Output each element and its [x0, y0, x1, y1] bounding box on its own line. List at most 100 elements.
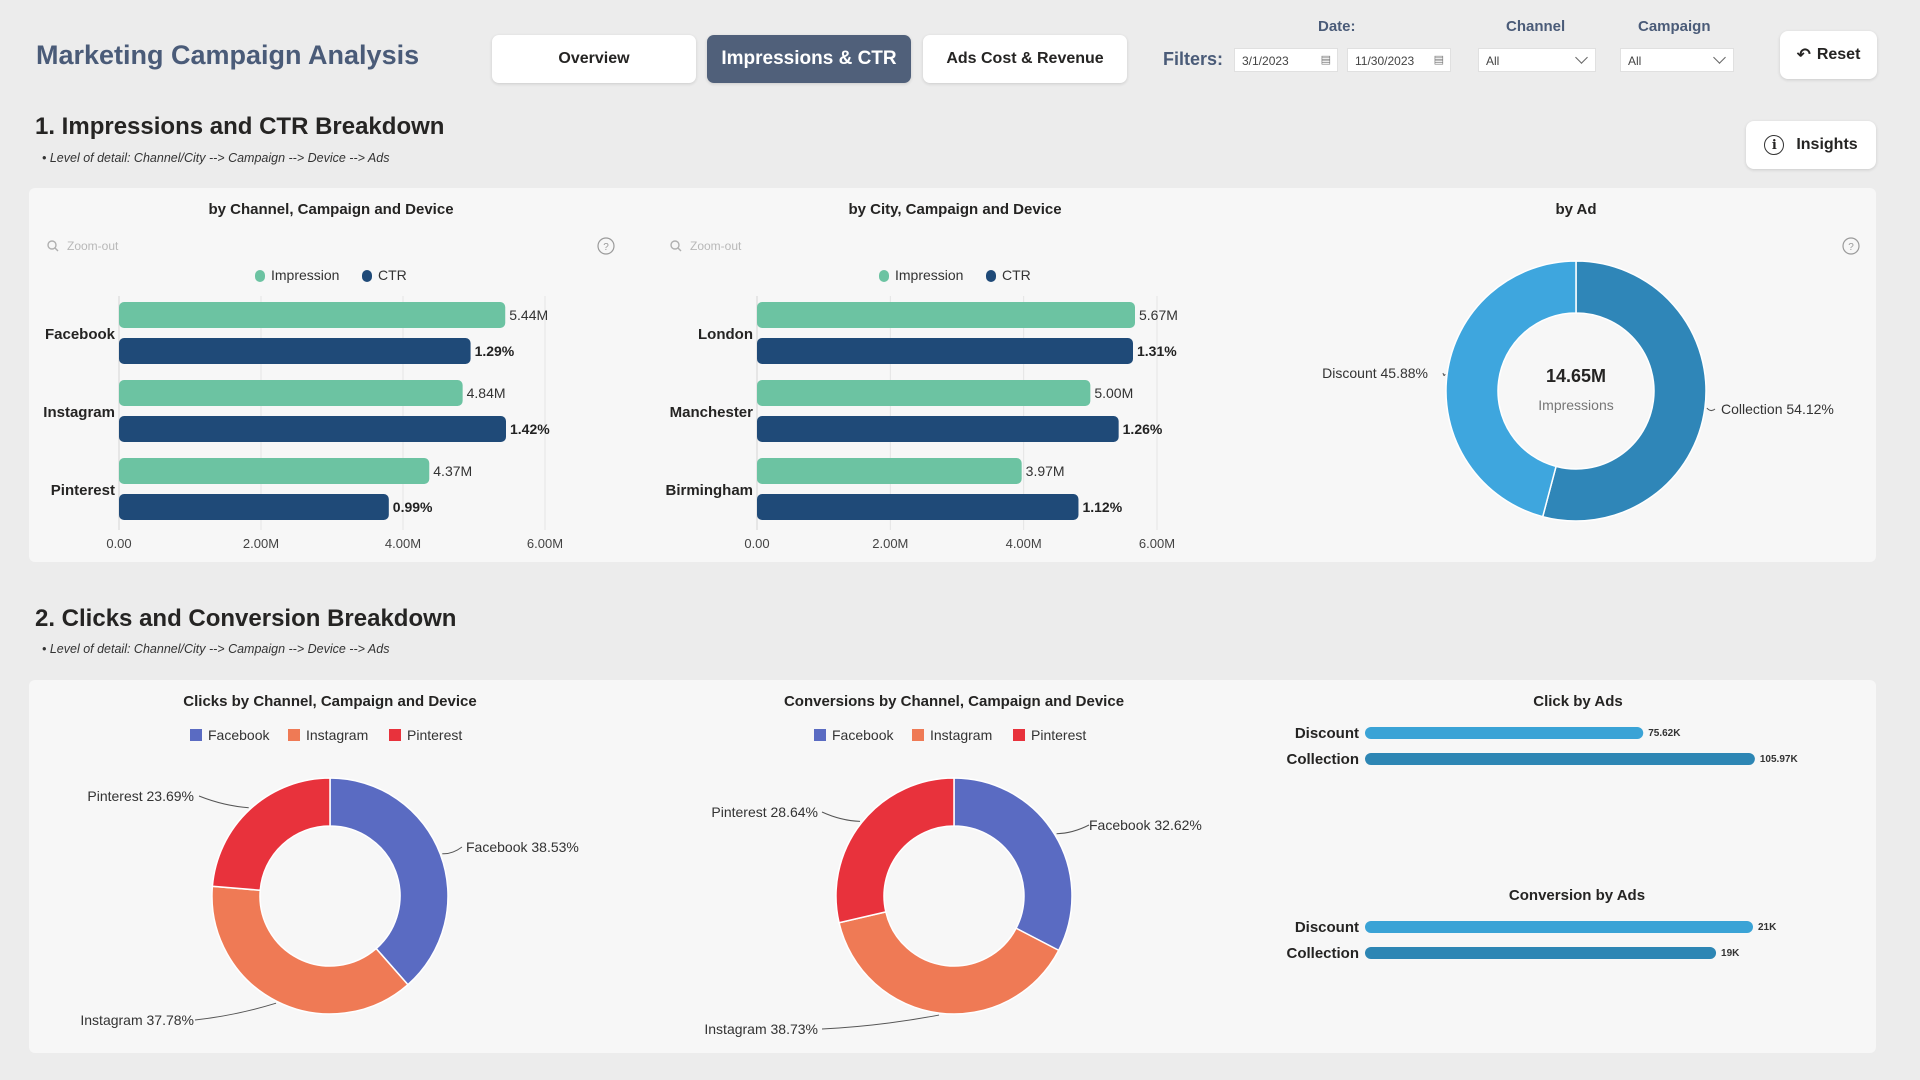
ctr-bar-birmingham[interactable]	[757, 494, 1079, 520]
bar-discount[interactable]	[1365, 921, 1753, 933]
undo-icon: ↶	[1796, 45, 1811, 64]
impression-bar-london[interactable]	[757, 302, 1135, 328]
click-by-ads-title: Click by Ads	[1533, 693, 1622, 710]
zoom-out-icon-handle	[54, 247, 59, 252]
date-end-input[interactable]: 11/30/2023 ▤	[1347, 48, 1451, 72]
impression-bar-facebook[interactable]	[119, 302, 506, 328]
campaign-select[interactable]: All	[1620, 48, 1734, 72]
leader-line	[821, 811, 861, 822]
ctr-bar-london[interactable]	[757, 338, 1133, 364]
channel-chart: by Channel, Campaign and Device Zoom-out…	[43, 201, 615, 551]
slice-facebook[interactable]	[953, 777, 1073, 952]
axis-tick-label: 2.00M	[872, 536, 908, 551]
ctr-data-label: 1.29%	[475, 343, 515, 359]
date-start-input[interactable]: 3/1/2023 ▤	[1234, 48, 1338, 72]
slice-label-pinterest: Pinterest 28.64%	[711, 804, 818, 820]
conversions-donut: Facebook 32.62% Instagram 38.73% Pinterest…	[704, 777, 1202, 1037]
channel-chart-title: by Channel, Campaign and Device	[208, 201, 453, 218]
category-label-collection: Collection	[1286, 751, 1359, 768]
click-by-ads-chart: Click by Ads Discount 75.62K Collection 105…	[1286, 693, 1798, 768]
help-icon[interactable]: ?	[597, 237, 615, 255]
zoom-out-control[interactable]: Zoom-out	[670, 239, 742, 253]
section1-title: 1. Impressions and CTR Breakdown	[35, 113, 445, 140]
bar-collection[interactable]	[1365, 753, 1755, 765]
reset-button[interactable]: ↶ Reset	[1780, 31, 1877, 79]
slice-collection[interactable]	[1541, 260, 1707, 522]
channel-select[interactable]: All	[1478, 48, 1596, 72]
impression-bar-pinterest[interactable]	[119, 458, 430, 484]
category-label-discount: Discount	[1295, 725, 1359, 742]
category-label-instagram: Instagram	[43, 404, 115, 421]
leader-line	[194, 1002, 277, 1021]
ctr-bar-pinterest[interactable]	[119, 494, 389, 520]
date-start-value: 3/1/2023	[1242, 54, 1289, 68]
impression-bar-manchester[interactable]	[757, 380, 1091, 406]
legend-swatch-instagram	[912, 729, 924, 741]
city-chart-title: by City, Campaign and Device	[848, 201, 1061, 218]
axis-tick-label: 4.00M	[1006, 536, 1042, 551]
conversion-by-ads-bars: Discount 21K Collection 19K	[1286, 919, 1777, 962]
impression-bar-instagram[interactable]	[119, 380, 463, 406]
legend-label-facebook: Facebook	[832, 727, 894, 743]
date-end-value: 11/30/2023	[1355, 54, 1415, 68]
leader-line	[1706, 407, 1716, 412]
ctr-bar-facebook[interactable]	[119, 338, 471, 364]
ad-chart: by Ad ? Collection 54.12% Discount 45.88%…	[1322, 201, 1860, 522]
slice-instagram[interactable]	[211, 885, 409, 1015]
section2-panel: Clicks by Channel, Campaign and Device F…	[29, 680, 1876, 1053]
channel-select-value: All	[1486, 54, 1500, 68]
legend-swatch-impression	[255, 270, 265, 282]
axis-tick-label: 6.00M	[1139, 536, 1175, 551]
bar-data-label: 21K	[1758, 922, 1777, 933]
zoom-out-control[interactable]: Zoom-out	[47, 239, 119, 253]
ad-donut-center-value: 14.65M	[1546, 366, 1606, 386]
tab-overview[interactable]: Overview	[492, 35, 696, 83]
tab-impressions-ctr[interactable]: Impressions & CTR	[707, 35, 911, 83]
legend-label-impression: Impression	[271, 267, 339, 283]
axis-tick-label: 0.00	[106, 536, 131, 551]
category-label-pinterest: Pinterest	[51, 482, 115, 499]
info-icon: i	[1764, 135, 1785, 155]
tab-ads-cost-revenue[interactable]: Ads Cost & Revenue	[923, 35, 1127, 83]
legend-swatch-impression	[879, 270, 889, 282]
impression-bar-birmingham[interactable]	[757, 458, 1022, 484]
help-icon[interactable]: ?	[1842, 237, 1860, 255]
legend-label-ctr: CTR	[378, 267, 407, 283]
slice-instagram[interactable]	[838, 910, 1060, 1015]
channel-filter-label: Channel	[1506, 18, 1566, 35]
slice-label-facebook: Facebook 32.62%	[1089, 817, 1202, 833]
slice-discount[interactable]	[1445, 260, 1577, 518]
axis-tick-label: 6.00M	[527, 536, 563, 551]
chevron-down-icon	[1713, 51, 1726, 64]
clicks-legend: Facebook Instagram Pinterest	[190, 727, 462, 743]
conversions-chart: Conversions by Channel, Campaign and Dev…	[704, 693, 1201, 1037]
legend-label-ctr: CTR	[1002, 267, 1031, 283]
legend-swatch-ctr	[362, 270, 372, 282]
bar-collection[interactable]	[1365, 947, 1717, 959]
ctr-bar-instagram[interactable]	[119, 416, 506, 442]
slice-label-instagram: Instagram 38.73%	[704, 1021, 818, 1037]
legend-label-instagram: Instagram	[930, 727, 992, 743]
conversion-by-ads-chart: Conversion by Ads Discount 21K Collection 1…	[1286, 887, 1777, 962]
insights-button[interactable]: i Insights	[1746, 121, 1876, 169]
slice-label-pinterest: Pinterest 23.69%	[87, 788, 194, 804]
category-label-facebook: Facebook	[45, 326, 116, 343]
city-bars: 0.00 2.00M 4.00M 6.00M London 5.67M 1.31% Manch…	[665, 296, 1178, 551]
legend-label-pinterest: Pinterest	[407, 727, 462, 743]
slice-pinterest[interactable]	[835, 777, 955, 924]
category-label-manchester: Manchester	[670, 404, 754, 421]
section1-charts: by Channel, Campaign and Device Zoom-out…	[43, 201, 1860, 551]
chevron-down-icon	[1575, 51, 1588, 64]
legend-label-facebook: Facebook	[208, 727, 270, 743]
legend-label-instagram: Instagram	[306, 727, 368, 743]
slice-facebook[interactable]	[329, 777, 449, 986]
section2-subtitle: • Level of detail: Channel/City --> Camp…	[42, 642, 390, 656]
category-label-discount: Discount	[1295, 919, 1359, 936]
bar-discount[interactable]	[1365, 727, 1644, 739]
slice-label-instagram: Instagram 37.78%	[80, 1012, 194, 1028]
ctr-bar-manchester[interactable]	[757, 416, 1119, 442]
impression-data-label: 3.97M	[1026, 463, 1065, 479]
slice-pinterest[interactable]	[211, 777, 331, 892]
impression-data-label: 5.00M	[1094, 385, 1133, 401]
axis-tick-label: 4.00M	[385, 536, 421, 551]
